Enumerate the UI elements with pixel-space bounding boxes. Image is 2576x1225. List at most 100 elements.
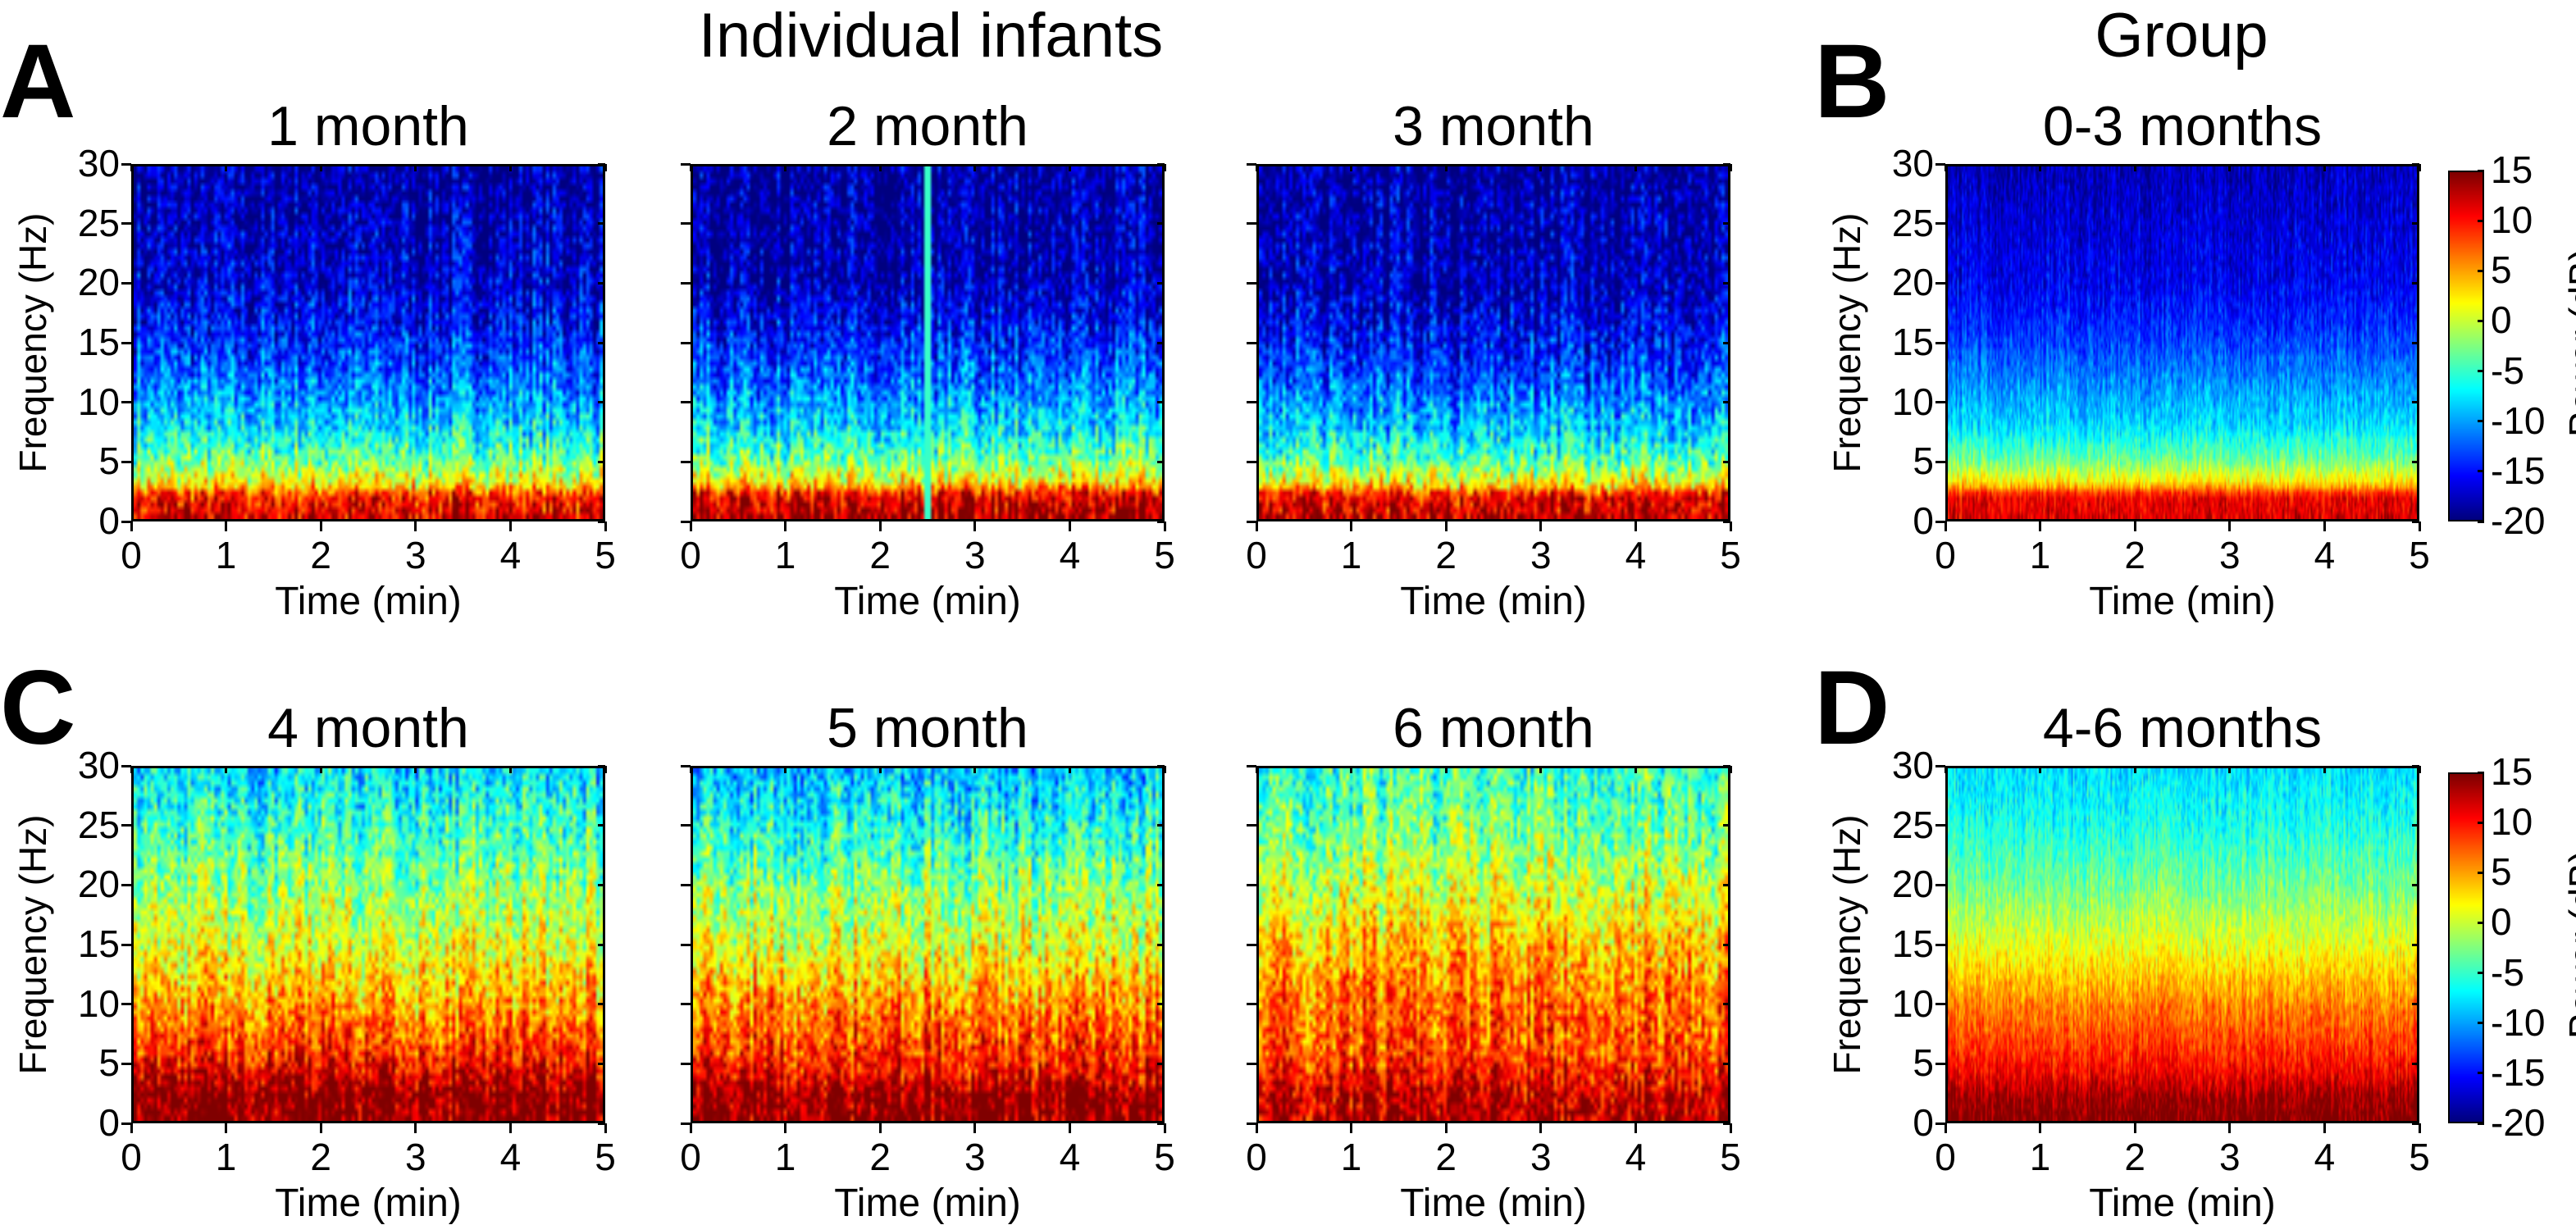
x-tick-label: 0 — [1246, 534, 1267, 576]
x-tick-label: 1 — [215, 1136, 237, 1178]
y-tick — [1247, 401, 1256, 404]
x-tick-top — [2418, 766, 2421, 773]
y-tick — [121, 824, 131, 827]
panel-title: 0-3 months — [2042, 95, 2323, 157]
x-tick-label: 1 — [1340, 534, 1362, 576]
y-tick-right — [1157, 222, 1165, 225]
y-tick-right — [2412, 520, 2419, 523]
x-tick-top — [2133, 766, 2136, 773]
x-tick-label: 1 — [215, 534, 237, 576]
colorbar-tick — [2478, 319, 2484, 322]
y-tick-right — [1157, 1062, 1165, 1065]
x-tick-label: 1 — [2029, 534, 2051, 576]
y-tick-right — [2412, 222, 2419, 225]
y-tick-label: 5 — [1913, 1041, 1934, 1085]
x-tick — [689, 521, 692, 531]
y-axis-label: Frequency (Hz) — [1826, 814, 1868, 1075]
spectrogram-plot — [691, 766, 1165, 1123]
colorbar-tick-label: 5 — [2491, 850, 2512, 894]
x-tick-label: 1 — [774, 534, 796, 576]
y-tick-label: 20 — [77, 261, 120, 304]
x-tick-top — [878, 164, 882, 171]
x-tick-label: 0 — [1246, 1136, 1267, 1178]
y-tick-label: 30 — [77, 142, 120, 184]
y-tick-label: 0 — [1913, 499, 1934, 542]
x-tick-label: 3 — [2219, 534, 2241, 576]
y-tick-right — [1157, 1003, 1165, 1006]
y-tick-right — [2412, 883, 2419, 886]
x-tick-top — [1729, 766, 1732, 773]
x-tick-label: 2 — [869, 1136, 891, 1178]
y-tick-right — [2412, 281, 2419, 285]
x-tick — [414, 1123, 417, 1133]
x-tick — [319, 1123, 322, 1133]
x-tick-label: 4 — [499, 1136, 522, 1178]
x-tick-top — [1350, 766, 1353, 773]
x-tick-label: 3 — [405, 534, 426, 576]
x-tick-top — [2228, 766, 2232, 773]
spectrogram-plot — [131, 766, 605, 1123]
y-tick-right — [1723, 943, 1730, 946]
x-tick-label: 5 — [2409, 534, 2430, 576]
x-tick — [2039, 1123, 2042, 1133]
x-tick-top — [319, 164, 322, 171]
y-tick-right — [598, 460, 605, 463]
x-tick-top — [1350, 164, 1353, 171]
x-tick-top — [689, 766, 692, 773]
y-tick-right — [1157, 764, 1165, 767]
y-tick-label: 25 — [77, 803, 120, 846]
x-tick — [1255, 1123, 1258, 1133]
colorbar-tick-label: 15 — [2491, 148, 2533, 191]
x-tick — [1444, 1123, 1448, 1133]
x-tick — [2323, 521, 2326, 531]
x-tick-label: 4 — [1059, 1136, 1081, 1178]
y-axis-label: Frequency (Hz) — [11, 814, 54, 1075]
x-tick — [319, 521, 322, 531]
y-tick-right — [1723, 162, 1730, 166]
x-tick — [130, 1123, 133, 1133]
y-axis-label: Frequency (Hz) — [11, 212, 54, 473]
y-axis-label: Frequency (Hz) — [1826, 212, 1868, 473]
x-tick-label: 5 — [1720, 534, 1741, 576]
x-tick — [1539, 521, 1543, 531]
y-tick-right — [1157, 341, 1165, 344]
x-tick — [1444, 521, 1448, 531]
y-tick-label: 20 — [1891, 261, 1934, 304]
y-tick-right — [1723, 1122, 1730, 1125]
y-tick — [681, 520, 691, 523]
colorbar-tick-label: 10 — [2491, 800, 2533, 844]
x-tick-top — [1068, 766, 1071, 773]
x-tick-top — [1255, 766, 1258, 773]
x-tick-label: 5 — [1154, 534, 1175, 576]
x-tick — [1539, 1123, 1543, 1133]
y-tick-right — [598, 883, 605, 886]
colorbar-tick — [2478, 1022, 2484, 1025]
x-tick-label: 2 — [310, 1136, 331, 1178]
x-tick-label: 0 — [680, 1136, 701, 1178]
y-tick-right — [1723, 401, 1730, 404]
x-tick — [508, 1123, 512, 1133]
y-tick-right — [1723, 520, 1730, 523]
colorbar-tick — [2478, 1072, 2484, 1075]
x-tick-top — [604, 164, 607, 171]
x-tick — [1729, 1123, 1732, 1133]
spectrogram-heatmap — [1259, 166, 1728, 519]
y-tick-right — [1157, 1122, 1165, 1125]
colorbar-tick — [2478, 169, 2484, 172]
y-tick-right — [1723, 460, 1730, 463]
panel-letter-c: C — [0, 649, 76, 767]
y-tick-right — [598, 162, 605, 166]
y-tick — [1935, 401, 1945, 404]
colorbar-tick-label: -15 — [2491, 1050, 2546, 1094]
colorbar-label: Power (dB) — [2561, 849, 2576, 1040]
x-tick — [1163, 521, 1166, 531]
x-tick-top — [2039, 164, 2042, 171]
y-tick — [681, 460, 691, 463]
colorbar-tick — [2478, 420, 2484, 423]
x-tick-top — [225, 164, 228, 171]
x-tick-label: 4 — [1625, 1136, 1647, 1178]
colorbar-tick — [2478, 470, 2484, 473]
x-tick-label: 4 — [2314, 1136, 2336, 1178]
spectrogram-plot — [131, 164, 605, 521]
y-tick — [121, 341, 131, 344]
